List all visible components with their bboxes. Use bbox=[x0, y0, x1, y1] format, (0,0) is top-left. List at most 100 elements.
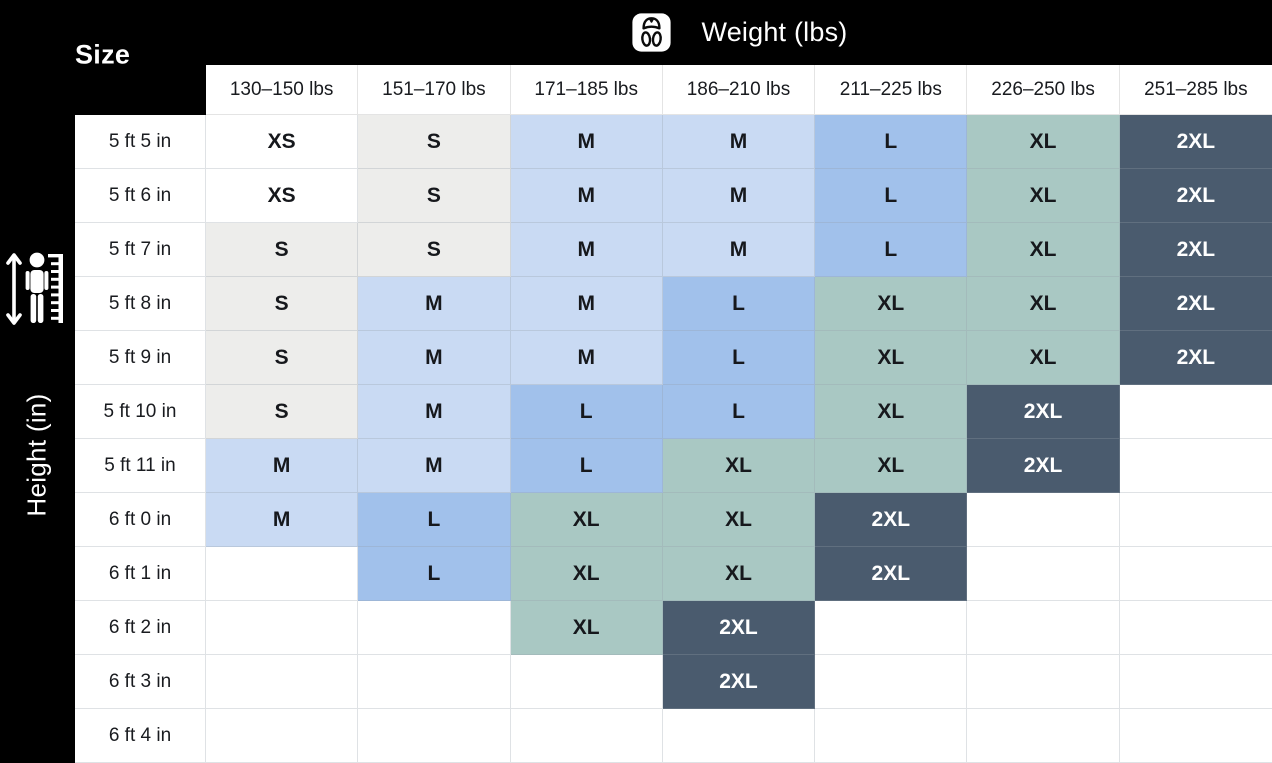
size-cell-m: M bbox=[358, 439, 511, 493]
size-cell-m: M bbox=[510, 115, 663, 169]
row-label: 5 ft 5 in bbox=[75, 115, 206, 169]
size-cell-empty bbox=[1119, 439, 1272, 493]
size-cell-m: M bbox=[662, 169, 816, 223]
size-cell-empty bbox=[815, 655, 968, 709]
size-cell-s: S bbox=[206, 223, 359, 277]
height-sidebar: Height (in) bbox=[0, 0, 75, 763]
size-cell-m: M bbox=[510, 223, 663, 277]
row-label: 6 ft 2 in bbox=[75, 601, 206, 655]
size-cell-m: M bbox=[662, 115, 816, 169]
size-cell-l: L bbox=[662, 277, 816, 331]
size-cell-2xl: 2XL bbox=[662, 655, 816, 709]
size-cell-l: L bbox=[358, 547, 511, 601]
size-cell-empty bbox=[1119, 655, 1272, 709]
size-cell-xs: XS bbox=[206, 169, 359, 223]
size-cell-2xl: 2XL bbox=[815, 493, 968, 547]
size-cell-empty bbox=[510, 655, 663, 709]
size-cell-2xl: 2XL bbox=[967, 439, 1120, 493]
size-cell-2xl: 2XL bbox=[662, 601, 816, 655]
size-cell-xl: XL bbox=[662, 547, 816, 601]
row-label: 6 ft 1 in bbox=[75, 547, 206, 601]
size-cell-2xl: 2XL bbox=[1119, 169, 1272, 223]
size-cell-empty bbox=[1119, 493, 1272, 547]
size-cell-2xl: 2XL bbox=[1119, 115, 1272, 169]
size-cell-empty bbox=[967, 493, 1120, 547]
size-cell-empty bbox=[206, 655, 359, 709]
size-cell-empty bbox=[815, 709, 968, 763]
size-cell-empty bbox=[967, 655, 1120, 709]
row-label: 5 ft 10 in bbox=[75, 385, 206, 439]
size-cell-l: L bbox=[510, 385, 663, 439]
size-cell-m: M bbox=[662, 223, 816, 277]
size-cell-s: S bbox=[358, 115, 511, 169]
weight-column-headers: 130–150 lbs 151–170 lbs 171–185 lbs 186–210… bbox=[206, 65, 1272, 115]
size-cell-empty bbox=[967, 709, 1120, 763]
size-cell-xl: XL bbox=[815, 277, 968, 331]
size-chart-body: 5 ft 5 in XS S M M L XL 2XL 5 ft 6 in XS S M M L XL 2XL… bbox=[75, 115, 1272, 763]
size-cell-xl: XL bbox=[662, 439, 816, 493]
row-label: 6 ft 3 in bbox=[75, 655, 206, 709]
size-cell-xl: XL bbox=[967, 169, 1120, 223]
weight-column-header: 171–185 lbs bbox=[510, 65, 663, 115]
size-cell-m: M bbox=[510, 331, 663, 385]
size-cell-m: M bbox=[206, 439, 359, 493]
size-cell-xl: XL bbox=[967, 223, 1120, 277]
size-cell-xl: XL bbox=[967, 331, 1120, 385]
size-cell-s: S bbox=[206, 331, 359, 385]
row-label: 5 ft 11 in bbox=[75, 439, 206, 493]
row-label: 5 ft 7 in bbox=[75, 223, 206, 277]
size-cell-xl: XL bbox=[510, 493, 663, 547]
size-cell-empty bbox=[358, 655, 511, 709]
size-cell-empty bbox=[206, 547, 359, 601]
weight-column-header: 151–170 lbs bbox=[358, 65, 511, 115]
size-cell-l: L bbox=[358, 493, 511, 547]
size-cell-xl: XL bbox=[967, 115, 1120, 169]
person-height-ruler-icon bbox=[6, 252, 63, 325]
size-cell-s: S bbox=[358, 169, 511, 223]
size-cell-2xl: 2XL bbox=[1119, 277, 1272, 331]
weight-header-bar: Weight (lbs) bbox=[206, 0, 1272, 65]
size-cell-empty bbox=[358, 709, 511, 763]
size-cell-l: L bbox=[815, 115, 968, 169]
size-cell-l: L bbox=[662, 331, 816, 385]
size-cell-empty bbox=[1119, 385, 1272, 439]
size-cell-empty bbox=[206, 601, 359, 655]
size-cell-s: S bbox=[206, 385, 359, 439]
size-cell-empty bbox=[510, 709, 663, 763]
size-cell-empty bbox=[1119, 547, 1272, 601]
size-cell-empty bbox=[358, 601, 511, 655]
size-cell-xl: XL bbox=[815, 385, 968, 439]
size-cell-m: M bbox=[358, 277, 511, 331]
row-label: 6 ft 4 in bbox=[75, 709, 206, 763]
size-cell-2xl: 2XL bbox=[1119, 223, 1272, 277]
size-cell-xl: XL bbox=[510, 547, 663, 601]
size-cell-xl: XL bbox=[815, 439, 968, 493]
size-cell-l: L bbox=[510, 439, 663, 493]
size-cell-xl: XL bbox=[662, 493, 816, 547]
weight-column-header: 211–225 lbs bbox=[815, 65, 968, 115]
row-label: 5 ft 8 in bbox=[75, 277, 206, 331]
row-label: 5 ft 6 in bbox=[75, 169, 206, 223]
size-cell-xs: XS bbox=[206, 115, 359, 169]
height-axis-label: Height (in) bbox=[21, 393, 52, 517]
weight-column-header: 186–210 lbs bbox=[662, 65, 816, 115]
size-cell-m: M bbox=[358, 331, 511, 385]
row-label: 6 ft 0 in bbox=[75, 493, 206, 547]
size-cell-empty bbox=[815, 601, 968, 655]
weight-header-label: Weight (lbs) bbox=[701, 17, 848, 47]
size-cell-empty bbox=[206, 709, 359, 763]
size-cell-xl: XL bbox=[967, 277, 1120, 331]
size-cell-s: S bbox=[358, 223, 511, 277]
size-cell-xl: XL bbox=[510, 601, 663, 655]
size-cell-empty bbox=[967, 547, 1120, 601]
size-cell-l: L bbox=[815, 169, 968, 223]
size-cell-empty bbox=[1119, 709, 1272, 763]
size-cell-empty bbox=[967, 601, 1120, 655]
size-cell-l: L bbox=[662, 385, 816, 439]
size-cell-m: M bbox=[510, 169, 663, 223]
size-cell-s: S bbox=[206, 277, 359, 331]
size-cell-empty bbox=[662, 709, 816, 763]
size-cell-l: L bbox=[815, 223, 968, 277]
size-cell-2xl: 2XL bbox=[1119, 331, 1272, 385]
